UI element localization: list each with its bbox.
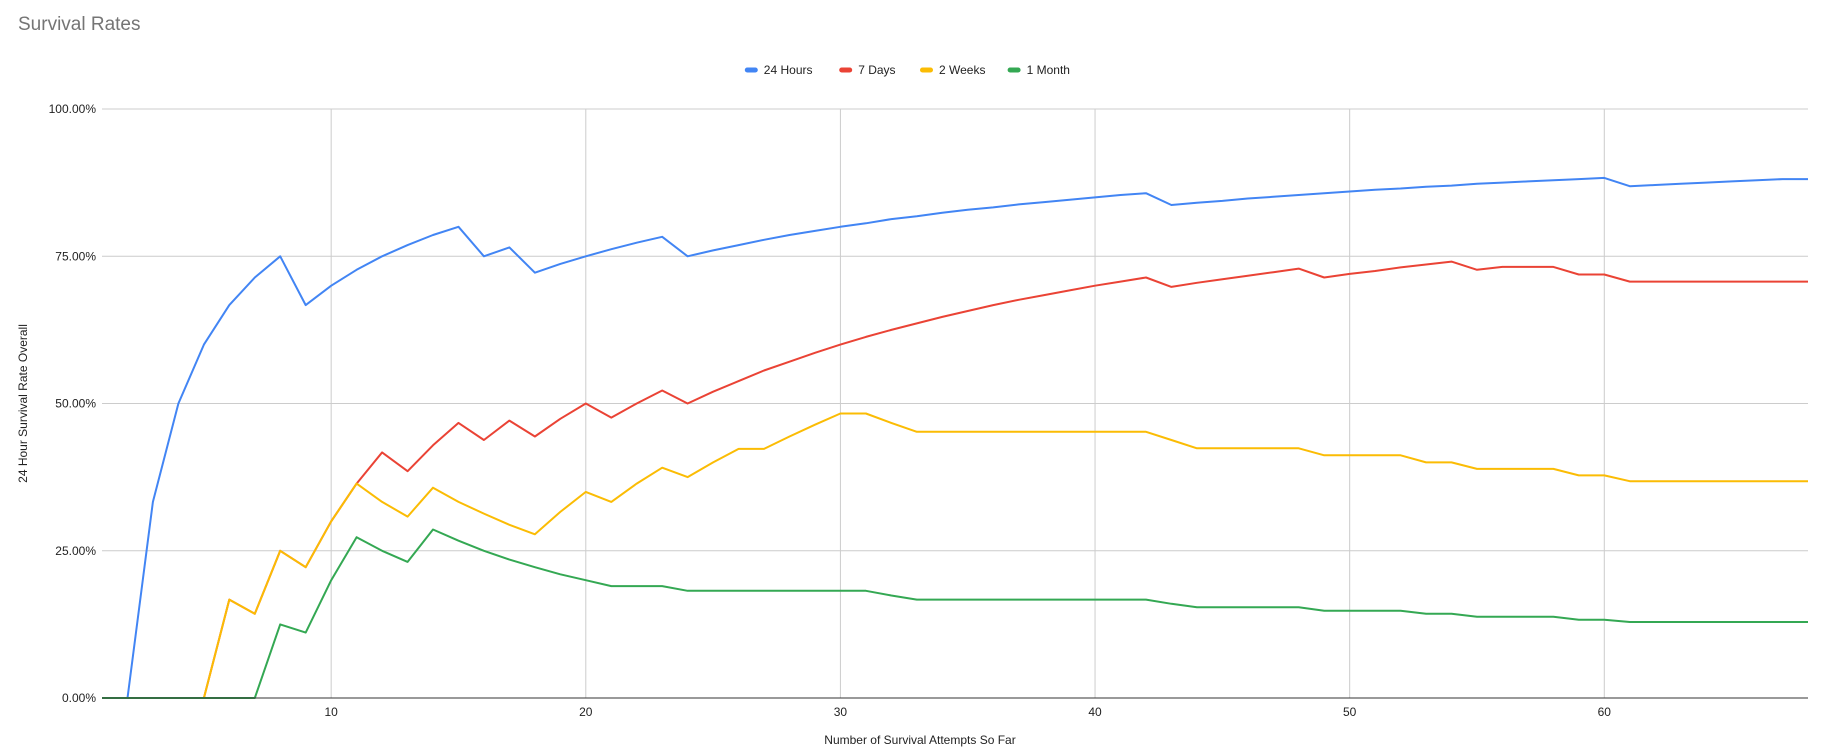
legend-swatch [744, 67, 758, 73]
legend-item[interactable]: 1 Month [1007, 63, 1070, 77]
y-tick-label: 0.00% [62, 691, 96, 705]
legend-swatch [839, 67, 853, 73]
chart-title: Survival Rates [18, 14, 141, 35]
legend-swatch [920, 67, 933, 73]
legend-label: 24 Hours [764, 63, 813, 77]
y-tick-label: 75.00% [55, 249, 96, 263]
legend-label: 1 Month [1027, 63, 1070, 77]
grid-lines [102, 108, 1808, 698]
x-tick-label: 50 [1343, 705, 1357, 719]
x-tick-label: 10 [324, 705, 338, 719]
x-tick-label: 40 [1088, 705, 1102, 719]
y-tick-label: 50.00% [55, 397, 96, 411]
series-line-7-days [102, 260, 1808, 699]
legend-item[interactable]: 7 Days [839, 63, 896, 77]
series-line-2-weeks [102, 412, 1808, 699]
series-line-1-month [102, 528, 1808, 699]
x-tick-label: 20 [579, 705, 593, 719]
x-axis-title: Number of Survival Attempts So Far [824, 733, 1015, 747]
legend-label: 7 Days [858, 63, 895, 77]
y-axis-title: 24 Hour Survival Rate Overall [16, 324, 30, 483]
x-tick-label: 30 [834, 705, 848, 719]
legend-swatch [1007, 67, 1021, 73]
series-line-24-hours [102, 176, 1808, 699]
x-tick-label: 60 [1598, 705, 1612, 719]
legend-item[interactable]: 24 Hours [744, 63, 813, 77]
y-tick-label: 100.00% [49, 102, 97, 116]
legend-item[interactable]: 2 Weeks [920, 63, 985, 77]
legend: 24 Hours 7 Days 2 Weeks 1 Month [744, 63, 1070, 77]
axes: 0.00% 25.00% 50.00% 75.00% 100.00% 10 20 30 40 50… [16, 102, 1808, 747]
legend-label: 2 Weeks [939, 63, 985, 77]
y-tick-label: 25.00% [55, 544, 96, 558]
series-lines [102, 176, 1808, 699]
